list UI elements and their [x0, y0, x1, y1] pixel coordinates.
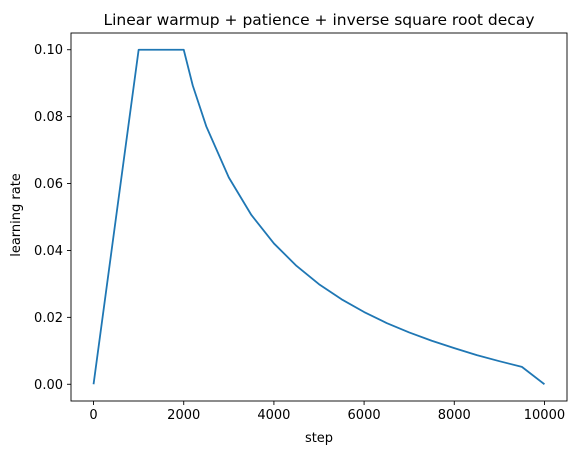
y-axis-label: learning rate — [9, 173, 24, 257]
y-tick-label: 0.10 — [34, 43, 63, 58]
x-tick-label: 6000 — [348, 408, 381, 423]
y-tick-label: 0.04 — [34, 244, 63, 259]
y-tick-label: 0.06 — [34, 177, 63, 192]
series-line-0 — [92, 48, 545, 385]
x-tick-label: 4000 — [257, 408, 290, 423]
y-tick-label: 0.08 — [34, 110, 63, 125]
x-tick-label: 10000 — [524, 408, 565, 423]
x-axis-label: step — [305, 431, 333, 446]
x-tick-label: 0 — [89, 408, 97, 423]
x-tick-label: 8000 — [438, 408, 471, 423]
y-tick-label: 0.00 — [34, 378, 63, 393]
plot-frame — [70, 32, 568, 402]
y-tick-label: 0.02 — [34, 311, 63, 326]
x-tick-label: 2000 — [167, 408, 200, 423]
chart-title: Linear warmup + patience + inverse squar… — [103, 11, 534, 29]
plot-axes: 0 2000 4000 6000 8000 10000 0.00 0.02 0.04 0.06 0.… — [34, 32, 568, 423]
